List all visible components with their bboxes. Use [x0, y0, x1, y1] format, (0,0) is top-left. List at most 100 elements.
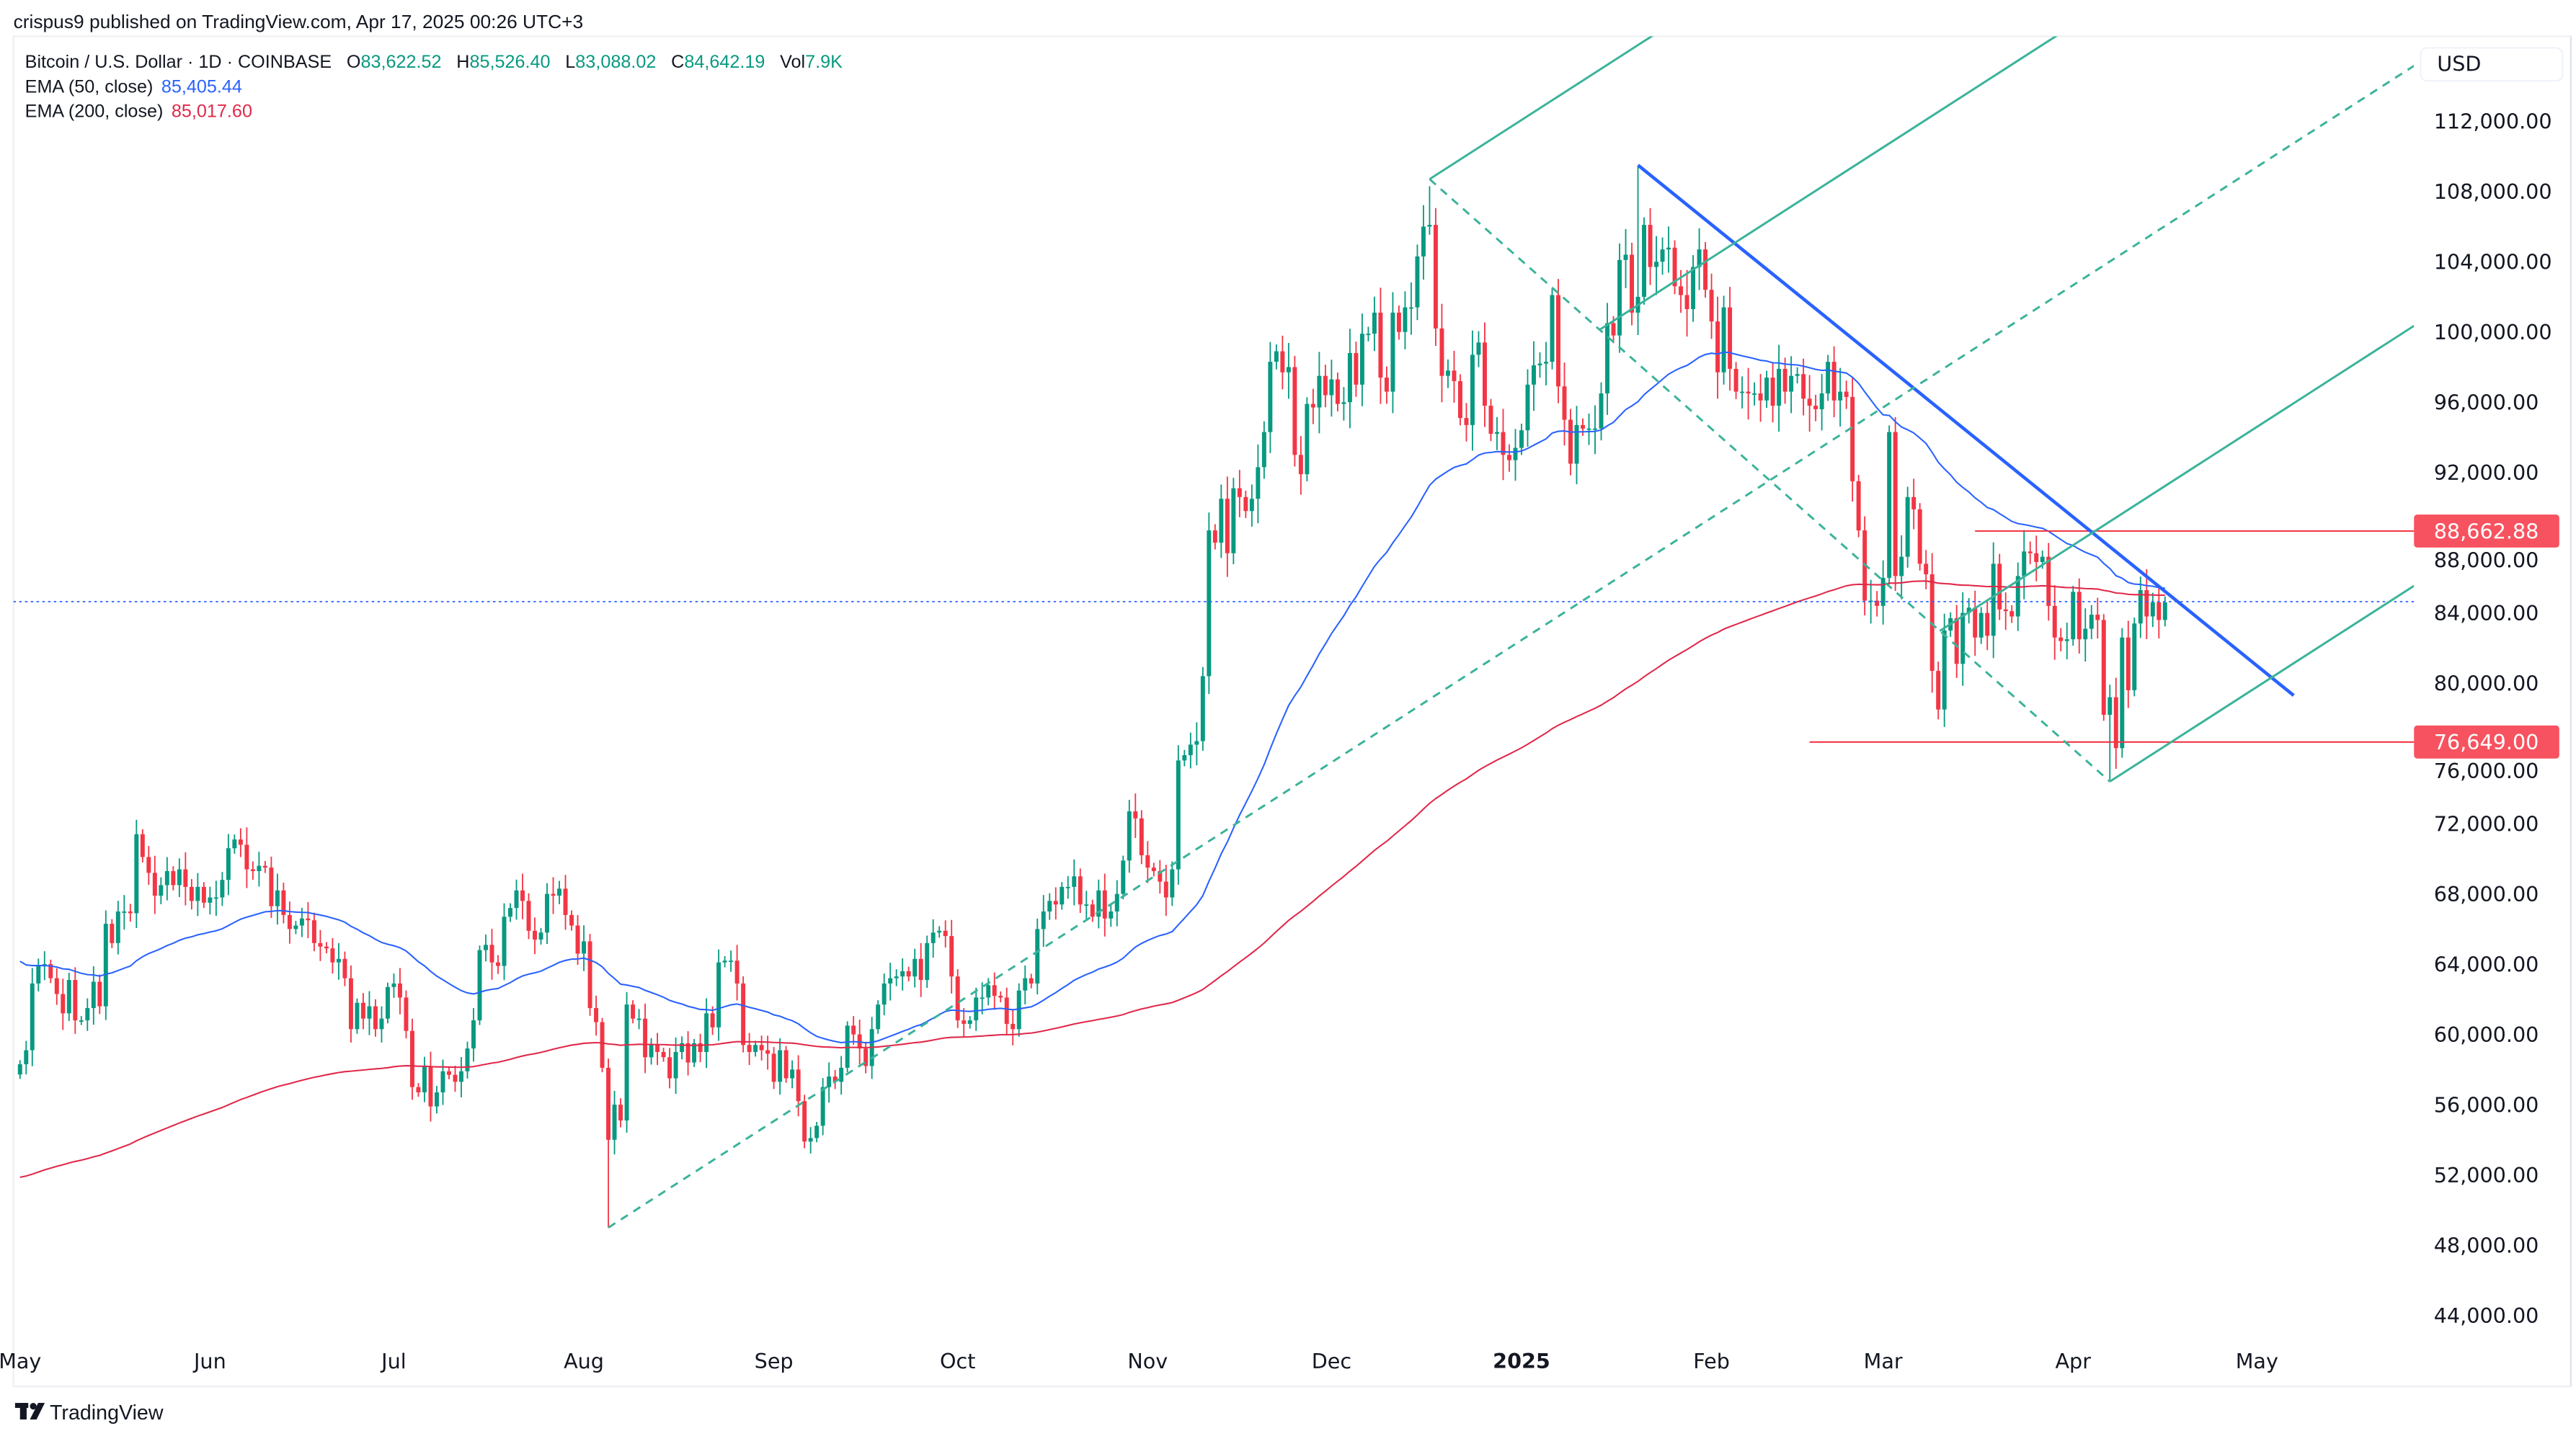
candle	[1078, 868, 1083, 913]
price-tick-label: 52,000.00	[2434, 1163, 2539, 1187]
candle-body	[1310, 404, 1315, 408]
candle-body	[1666, 247, 1671, 250]
candle	[1544, 342, 1548, 385]
candle-body	[1109, 911, 1114, 919]
candle-body	[1139, 818, 1144, 856]
candle	[1525, 369, 1530, 447]
candle	[1782, 357, 1787, 404]
descending-trendline[interactable]	[1637, 164, 2295, 697]
candle	[232, 834, 237, 854]
candle	[508, 903, 512, 922]
candle-body	[827, 1076, 832, 1087]
candle	[1954, 605, 1959, 678]
currency-button[interactable]	[2420, 47, 2564, 82]
candle	[1047, 893, 1052, 920]
candle-body	[201, 886, 206, 903]
candle	[1433, 208, 1438, 346]
candle-body	[2009, 611, 2015, 617]
candle	[1372, 296, 1377, 352]
ema50-label: EMA (50, close)	[25, 76, 154, 97]
time-tick-label: May	[0, 1349, 41, 1373]
candle	[1623, 228, 1628, 288]
candle	[409, 1018, 414, 1100]
ema50-line[interactable]	[19, 351, 2165, 1044]
ema50-legend[interactable]: EMA (50, close) 85,405.44	[25, 76, 242, 97]
pitchfork-upper-tine[interactable]	[1429, 0, 2414, 180]
candle	[30, 968, 35, 1066]
pitchfork-median-line[interactable]	[608, 65, 2415, 1229]
price-axis[interactable]: 112,000.00 108,000.00 104,000.00 100,000.00…	[2434, 110, 2552, 1328]
candle-body	[1905, 496, 1910, 557]
candle-body	[110, 924, 115, 943]
candle-body	[2028, 551, 2033, 553]
pitchfork-upper-half-line[interactable]	[1599, 0, 2414, 331]
pitchfork-lower-tine[interactable]	[2109, 584, 2415, 783]
candle-body	[311, 920, 316, 943]
candle-body	[667, 1057, 672, 1079]
price-tick-label: 88,000.00	[2434, 548, 2539, 572]
candle-body	[1359, 334, 1364, 385]
price-tick-label: 100,000.00	[2434, 320, 2552, 344]
candle-body	[1936, 671, 1941, 710]
plot-area[interactable]	[13, 0, 2415, 1229]
time-tick-label: 2025	[1493, 1349, 1550, 1373]
candle-body	[692, 1043, 697, 1063]
candle-body	[814, 1125, 820, 1138]
candle-body	[1795, 374, 1800, 376]
candle	[1219, 484, 1224, 558]
candle	[2144, 569, 2149, 639]
candle-body	[404, 997, 409, 1031]
candle-body	[1298, 455, 1303, 475]
candle-body	[24, 1050, 29, 1065]
candle-body	[1225, 499, 1230, 553]
candle	[741, 976, 746, 1053]
candle	[336, 942, 341, 980]
candle	[533, 917, 537, 955]
candle	[1096, 879, 1101, 929]
candle-body	[1053, 901, 1058, 905]
candle	[906, 966, 911, 981]
candle	[1268, 342, 1273, 453]
candle	[1826, 355, 1831, 401]
candle	[1501, 409, 1506, 481]
candle-body	[533, 930, 537, 940]
candle-body	[624, 1004, 629, 1121]
price-tick-label: 48,000.00	[2434, 1233, 2539, 1257]
candle-body	[1764, 378, 1769, 401]
candle	[1844, 380, 1849, 409]
candle-body	[355, 1002, 360, 1030]
candle	[1654, 236, 1659, 295]
time-axis[interactable]: May Jun Jul Aug Sep Oct Nov Dec 2025 Feb Mar Apr May	[0, 1349, 2278, 1373]
candle-body	[569, 914, 574, 926]
candle-body	[1016, 990, 1021, 1030]
candle	[434, 1086, 439, 1114]
candle	[925, 935, 930, 989]
candle	[360, 993, 365, 1030]
candle-body	[1740, 391, 1745, 393]
candle	[1893, 416, 1898, 592]
pitchfork-handle-line[interactable]	[1429, 178, 2111, 783]
candle-body	[2089, 615, 2094, 629]
ema200-line[interactable]	[19, 580, 2165, 1178]
candle	[1666, 226, 1671, 273]
candle-body	[1286, 367, 1291, 373]
candle	[520, 873, 525, 919]
candle	[1630, 242, 1635, 326]
pitchfork-lower-half-line[interactable]	[1939, 324, 2415, 632]
price-tick-label: 108,000.00	[2434, 179, 2552, 204]
candle-body	[1507, 455, 1511, 460]
candle	[226, 834, 231, 896]
candle	[992, 972, 997, 1010]
candle	[36, 958, 41, 991]
candle-body	[226, 848, 231, 881]
candle-body	[373, 1006, 378, 1030]
candle	[2052, 585, 2057, 660]
candle-body	[851, 1025, 856, 1035]
candle	[1347, 329, 1352, 429]
candle	[54, 968, 59, 1005]
candle	[1084, 891, 1089, 920]
candle	[1550, 287, 1555, 370]
ema200-legend[interactable]: EMA (200, close) 85,017.60	[25, 102, 252, 122]
candle-body	[306, 918, 311, 921]
